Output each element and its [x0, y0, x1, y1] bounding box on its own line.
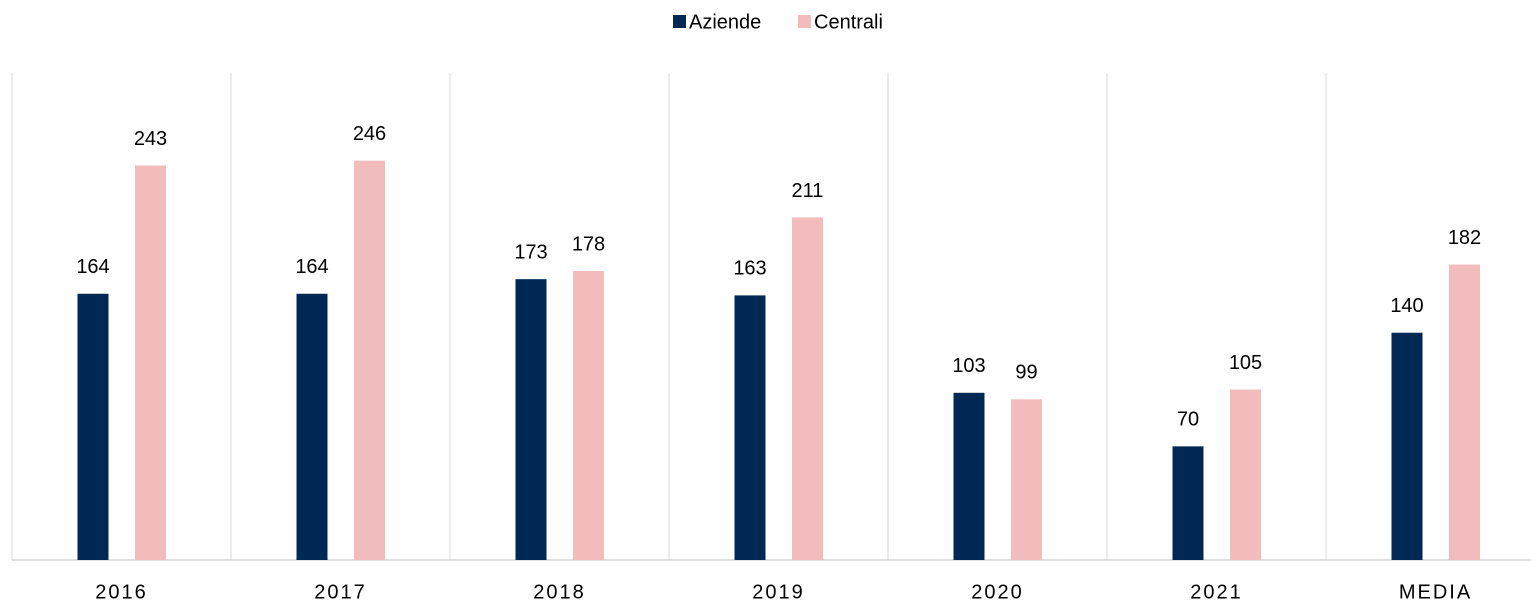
bar [1391, 332, 1423, 560]
data-label: 163 [733, 258, 766, 280]
data-label: 182 [1448, 227, 1481, 249]
legend-label: Centrali [814, 11, 883, 33]
bar [135, 165, 166, 560]
bar [77, 293, 109, 560]
bar [1172, 446, 1204, 560]
bar [734, 295, 766, 560]
x-tick-label: 2017 [314, 581, 367, 603]
data-label: 178 [572, 233, 605, 255]
data-label: 140 [1390, 295, 1423, 317]
bar [792, 217, 823, 560]
x-tick-label: 2019 [752, 581, 805, 603]
bar [296, 293, 328, 560]
bar [515, 279, 547, 560]
bar [1011, 399, 1042, 560]
legend-swatch [673, 15, 686, 28]
bar [573, 271, 604, 560]
data-label: 243 [134, 128, 167, 150]
legend-swatch [798, 15, 811, 28]
bar [1449, 264, 1480, 560]
data-label: 70 [1177, 409, 1199, 431]
x-tick-label: 2016 [95, 581, 148, 603]
data-label: 103 [952, 355, 985, 377]
bar [1230, 389, 1261, 560]
data-label: 99 [1015, 362, 1037, 384]
bar [953, 392, 985, 560]
data-label: 246 [353, 123, 386, 145]
data-label: 173 [514, 241, 547, 263]
x-tick-label: 2020 [971, 581, 1024, 603]
data-label: 105 [1229, 352, 1262, 374]
data-label: 211 [792, 180, 824, 202]
data-label: 164 [76, 256, 109, 278]
legend-label: Aziende [689, 11, 761, 33]
bar [354, 160, 385, 560]
x-tick-label: MEDIA [1399, 581, 1472, 603]
x-tick-label: 2018 [533, 581, 586, 603]
data-label: 164 [295, 256, 328, 278]
x-tick-label: 2021 [1190, 581, 1243, 603]
